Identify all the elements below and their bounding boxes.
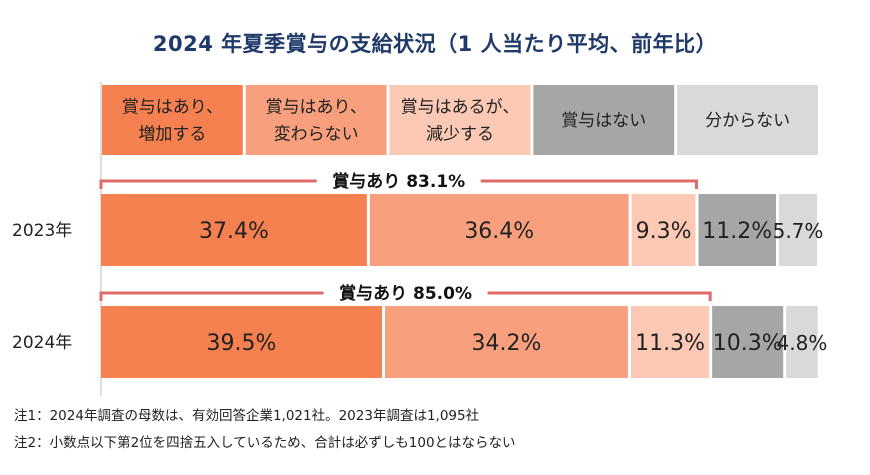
legend-label-2: 変わらない xyxy=(274,125,359,145)
legend-swatch-2 xyxy=(245,85,387,155)
data-label: 34.2% xyxy=(472,331,542,356)
category-label: 2024年 xyxy=(12,333,72,353)
bar-segment xyxy=(101,194,367,266)
bar-segment xyxy=(779,194,817,266)
data-label: 37.4% xyxy=(199,219,269,244)
bracket-label-bg xyxy=(316,167,481,193)
data-label: 10.3% xyxy=(713,331,783,356)
data-label: 11.2% xyxy=(702,219,772,244)
footnote-2: 注2：小数点以下第2位を四捨五入しているため、合計は必ずしも100とはならない xyxy=(14,435,516,451)
legend-label-4: 賞与はない xyxy=(561,111,646,131)
bar-segment xyxy=(712,306,784,378)
legend-label-1: 増加する xyxy=(138,125,206,145)
data-label: 39.5% xyxy=(207,331,277,356)
legend-label-5: 分からない xyxy=(705,111,790,131)
bar-segment xyxy=(698,194,777,266)
bar-segment xyxy=(369,194,629,266)
legend-swatch-1 xyxy=(102,85,243,155)
data-label: 5.7% xyxy=(773,219,824,243)
bar-segment xyxy=(630,306,710,378)
legend-swatch-3 xyxy=(389,85,531,155)
bracket-label: 賞与あり 85.0% xyxy=(339,283,472,304)
data-label: 11.3% xyxy=(635,331,705,356)
bar-segment xyxy=(631,194,696,266)
bar-segment xyxy=(101,306,383,378)
legend-label-3: 減少する xyxy=(426,125,494,145)
bracket-label-bg xyxy=(323,279,488,305)
bracket-label: 賞与あり 83.1% xyxy=(332,171,465,192)
data-label: 36.4% xyxy=(464,219,534,244)
footnote-1: 注1：2024年調査の母数は、有効回答企業1,021社。2023年調査は1,09… xyxy=(14,408,480,424)
bar-segment xyxy=(385,306,628,378)
legend-swatch-4 xyxy=(533,85,675,155)
chart-title: 2024 年夏季賞与の支給状況（1 人当たり平均、前年比） xyxy=(152,32,718,56)
category-label: 2023年 xyxy=(12,221,72,241)
legend-swatch-5 xyxy=(677,85,818,155)
legend-label-1: 賞与はあり、 xyxy=(122,98,223,118)
legend-label-2: 賞与はあり、 xyxy=(266,98,367,118)
data-label: 9.3% xyxy=(636,219,692,244)
bar-segment xyxy=(786,306,818,378)
legend-label-3: 賞与はあるが、 xyxy=(401,98,520,118)
data-label: 4.8% xyxy=(777,331,828,355)
